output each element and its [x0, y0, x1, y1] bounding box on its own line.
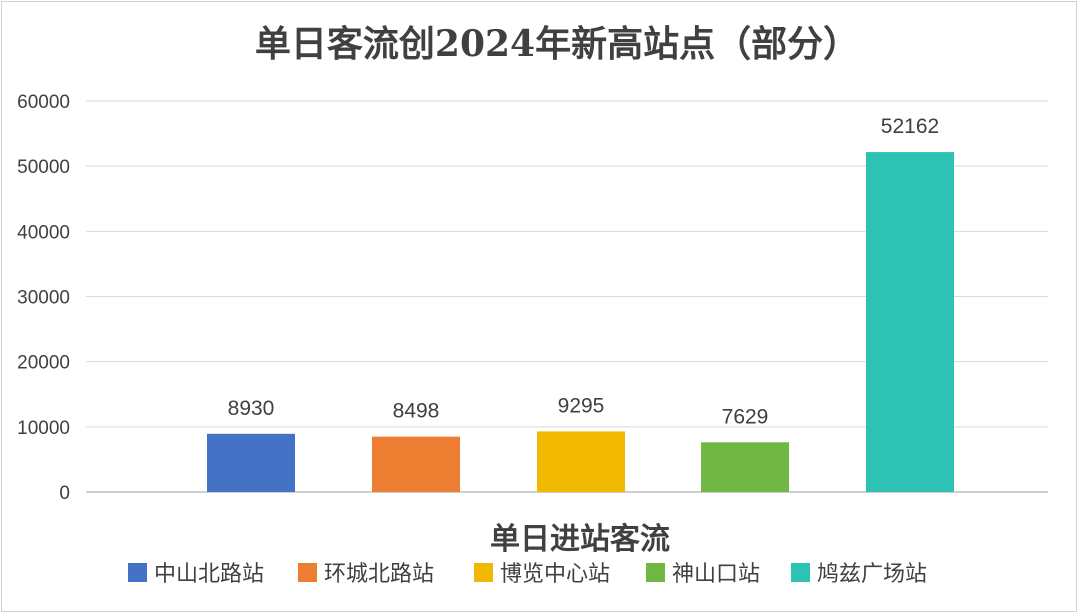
legend-label: 环城北路站 — [324, 562, 434, 587]
legend-item: 中山北路站 — [128, 562, 264, 587]
chart-title: 单日客流创2024年新高站点（部分） — [255, 23, 859, 65]
legend-label: 神山口站 — [672, 562, 760, 587]
legend-item: 博览中心站 — [474, 562, 610, 587]
data-label: 8498 — [393, 400, 440, 423]
bar — [537, 431, 625, 492]
bars — [207, 152, 954, 492]
legend-swatch — [646, 563, 665, 582]
y-tick-label: 40000 — [17, 222, 70, 243]
bar — [207, 433, 295, 492]
data-label: 9295 — [558, 394, 605, 417]
y-axis-tick-labels: 0 10000 20000 30000 40000 50000 60000 — [17, 92, 70, 504]
legend-item: 环城北路站 — [298, 562, 434, 587]
y-tick-label: 50000 — [17, 157, 70, 178]
bar — [372, 436, 460, 492]
y-tick-label: 30000 — [17, 288, 70, 309]
legend: 中山北路站 环城北路站 博览中心站 神山口站 鸠兹广场站 — [128, 562, 927, 587]
data-label: 8930 — [228, 397, 275, 420]
legend-swatch — [474, 563, 493, 582]
bar — [866, 152, 954, 492]
data-labels: 8930 8498 9295 7629 52162 — [228, 115, 940, 428]
legend-item: 神山口站 — [646, 562, 760, 587]
legend-label: 中山北路站 — [154, 562, 264, 587]
legend-item: 鸠兹广场站 — [791, 562, 927, 587]
y-tick-label: 10000 — [17, 418, 70, 439]
legend-swatch — [128, 563, 147, 582]
y-tick-label: 20000 — [17, 353, 70, 374]
y-tick-label: 0 — [59, 483, 70, 504]
legend-label: 鸠兹广场站 — [817, 562, 927, 587]
bar — [701, 442, 789, 492]
y-tick-label: 60000 — [17, 92, 70, 113]
legend-swatch — [791, 563, 810, 582]
x-axis-title: 单日进站客流 — [490, 522, 670, 557]
legend-label: 博览中心站 — [500, 562, 610, 587]
data-label: 52162 — [881, 115, 939, 138]
legend-swatch — [298, 563, 317, 582]
data-label: 7629 — [722, 405, 769, 428]
